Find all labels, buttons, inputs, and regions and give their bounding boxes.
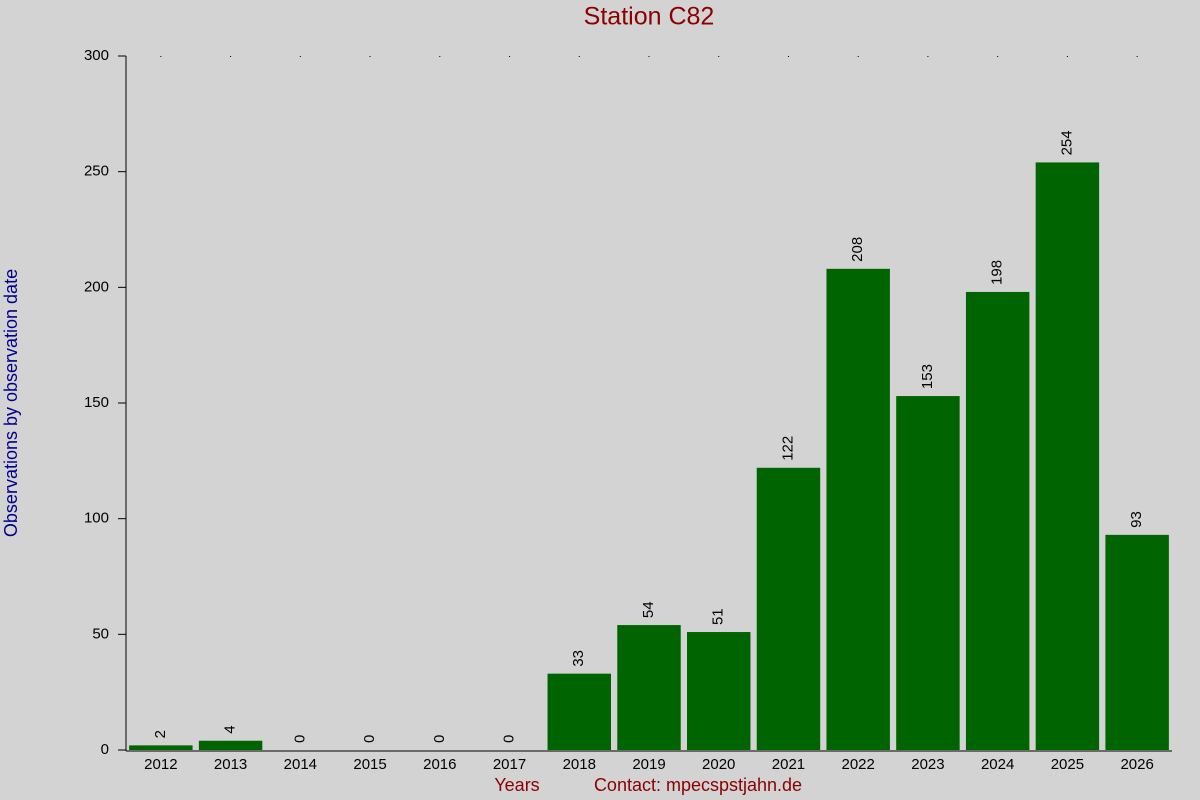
- x-tick-label: 2016: [423, 756, 456, 773]
- y-tick-label: 150: [84, 394, 109, 411]
- value-label: 51: [710, 608, 727, 625]
- x-tick-label: 2026: [1120, 756, 1153, 773]
- bar: [896, 396, 960, 750]
- value-label: 122: [779, 436, 796, 461]
- value-label: 0: [431, 735, 448, 743]
- value-label: 2: [152, 730, 169, 738]
- value-label: 0: [501, 735, 518, 743]
- x-axis-label: Years: [494, 775, 539, 795]
- x-tick-label: 2020: [702, 756, 735, 773]
- y-tick-label: 100: [84, 510, 109, 527]
- bar: [756, 467, 821, 750]
- y-tick-label: 300: [84, 47, 109, 64]
- top-dot: [1066, 56, 1068, 57]
- y-tick-label: 50: [92, 625, 109, 642]
- value-label: 254: [1058, 130, 1075, 155]
- y-tick-label: 0: [101, 741, 109, 758]
- top-dot: [648, 56, 650, 57]
- top-dot: [997, 56, 999, 57]
- value-label: 0: [291, 735, 308, 743]
- x-tick-label: 2018: [563, 756, 596, 773]
- x-tick-label: 2024: [981, 756, 1014, 773]
- value-label: 198: [989, 260, 1006, 285]
- value-label: 208: [849, 237, 866, 262]
- x-tick-label: 2017: [493, 756, 526, 773]
- bar: [1105, 534, 1169, 750]
- bar: [965, 291, 1030, 750]
- top-dot: [230, 56, 232, 57]
- top-dot: [787, 56, 789, 57]
- top-dot: [439, 56, 441, 57]
- bar: [617, 625, 681, 750]
- x-tick-label: 2025: [1051, 756, 1084, 773]
- bar: [687, 632, 751, 750]
- x-tick-label: 2022: [842, 756, 875, 773]
- value-label: 54: [640, 601, 657, 618]
- value-label: 153: [919, 364, 936, 389]
- bar: [826, 268, 890, 750]
- top-dot: [927, 56, 929, 57]
- x-tick-label: 2021: [772, 756, 805, 773]
- bar: [547, 673, 611, 750]
- top-dot: [299, 56, 301, 57]
- x-tick-label: 2023: [911, 756, 944, 773]
- value-label: 33: [570, 650, 587, 667]
- y-tick-label: 250: [84, 163, 109, 180]
- top-dot: [369, 56, 371, 57]
- bar: [198, 740, 263, 750]
- top-dot: [578, 56, 580, 57]
- x-tick-label: 2014: [284, 756, 317, 773]
- value-label: 4: [222, 725, 239, 733]
- top-dot: [857, 56, 859, 57]
- x-tick-label: 2012: [144, 756, 177, 773]
- bar: [1035, 162, 1100, 750]
- x-tick-label: 2015: [353, 756, 386, 773]
- top-dot: [160, 56, 162, 57]
- value-label: 93: [1128, 511, 1145, 528]
- contact-note: Contact: mpecspstjahn.de: [594, 775, 802, 795]
- top-dot: [509, 56, 511, 57]
- bar: [129, 745, 193, 750]
- y-tick-label: 200: [84, 278, 109, 295]
- chart-title: Station C82: [584, 3, 715, 31]
- y-axis-label: Observations by observation date: [1, 269, 21, 537]
- x-tick-label: 2019: [632, 756, 665, 773]
- value-label: 0: [361, 735, 378, 743]
- x-tick-label: 2013: [214, 756, 247, 773]
- top-dot: [718, 56, 720, 57]
- top-dot: [1136, 56, 1138, 57]
